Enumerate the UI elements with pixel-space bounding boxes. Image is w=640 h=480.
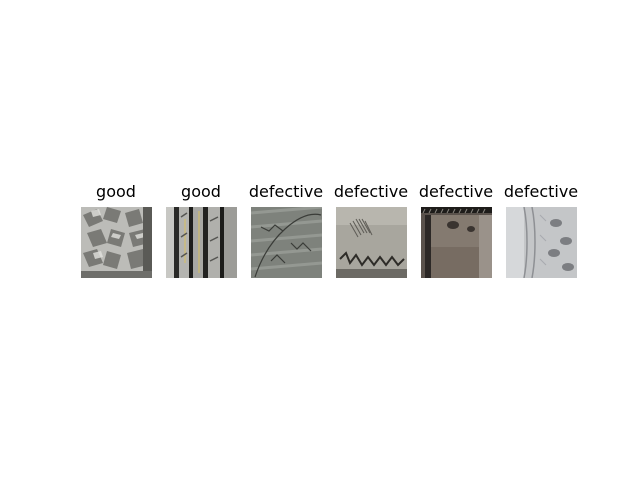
tire-image-cell-1: good <box>71 180 161 278</box>
tire-bulge-sidewall-photo <box>420 207 492 278</box>
tire-block-tread-photo <box>80 207 152 278</box>
tire-pale-sidewall-photo <box>505 207 577 278</box>
tire-torn-sidewall-photo <box>335 207 407 278</box>
tire-image-cell-4: defective <box>326 180 416 278</box>
tire-groove-tread-photo <box>165 207 237 278</box>
tire-image-cell-2: good <box>156 180 246 278</box>
tire-image-cell-6: defective <box>496 180 586 278</box>
image-label-2: good <box>181 182 221 201</box>
image-label-6: defective <box>503 182 579 201</box>
image-label-4: defective <box>333 182 409 201</box>
tire-image-cell-3: defective <box>241 180 331 278</box>
tire-image-cell-5: defective <box>411 180 501 278</box>
image-label-1: good <box>96 182 136 201</box>
image-label-5: defective <box>418 182 494 201</box>
tire-cracked-tread-photo <box>250 207 322 278</box>
image-label-3: defective <box>248 182 324 201</box>
